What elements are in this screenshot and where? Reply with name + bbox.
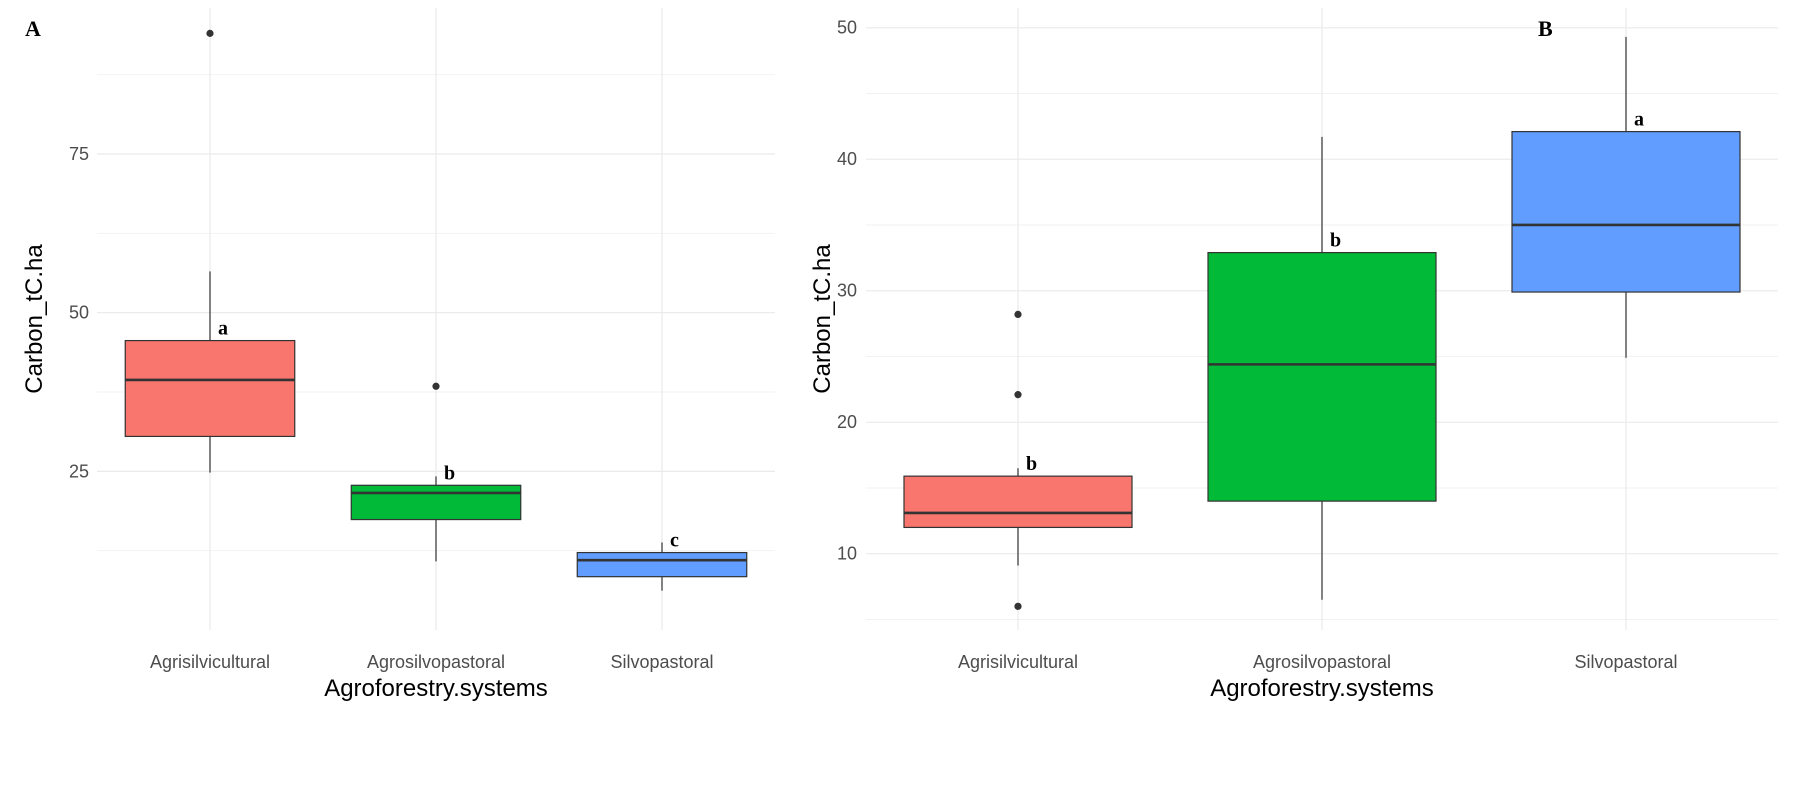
panel-b: 10 20 30 40 50 Agrisilvicultural Agrosilvopast… [809,8,1778,702]
y-tick-label: 75 [69,144,89,164]
box-silvopastoral: c [576,530,748,591]
outlier-point [432,382,440,390]
y-axis-title: Carbon_tC.ha [21,244,48,394]
iqr-box [1207,251,1437,502]
x-tick-label: Agrosilvopastoral [367,652,505,672]
group-letter: b [1026,453,1037,475]
y-axis-title: Carbon_tC.ha [809,244,836,394]
group-letter: c [670,530,679,552]
x-axis-title: Agroforestry.systems [324,675,548,702]
iqr-box [350,484,522,521]
x-tick-label: Agrisilvicultural [958,652,1078,672]
box-agrosilvopastoral: b [1207,136,1437,600]
iqr-box [903,475,1133,529]
y-tick-label: 30 [837,281,857,301]
panel-tag: A [25,16,41,41]
iqr-box [124,339,296,438]
box-silvopastoral: a [1511,36,1741,358]
panel-a: 25 50 75 Agrisilvicultural Agrosilvopastoral… [21,8,775,702]
x-tick-label: Silvopastoral [610,652,713,672]
outlier-point [206,29,214,37]
y-tick-label: 50 [69,303,89,323]
panel-tag: B [1538,16,1553,41]
x-tick-label: Agrisilvicultural [150,652,270,672]
group-letter: b [444,462,455,484]
y-tick-label: 50 [837,18,857,38]
y-tick-label: 20 [837,412,857,432]
y-tick-label: 40 [837,149,857,169]
x-tick-label: Silvopastoral [1574,652,1677,672]
box-agrisilvicultural: b [903,310,1133,610]
outlier-point [1014,602,1022,610]
x-tick-label: Agrosilvopastoral [1253,652,1391,672]
y-tick-label: 10 [837,544,857,564]
box-agrosilvopastoral: b [350,382,522,562]
group-letter: a [1634,109,1644,131]
group-letter: a [218,318,228,340]
x-axis-title: Agroforestry.systems [1210,675,1434,702]
outlier-point [1014,391,1022,399]
box-agrisilvicultural: a [124,29,296,473]
iqr-box [576,551,748,578]
iqr-box [1511,131,1741,293]
y-tick-label: 25 [69,461,89,481]
group-letter: b [1330,230,1341,252]
outlier-point [1014,310,1022,318]
